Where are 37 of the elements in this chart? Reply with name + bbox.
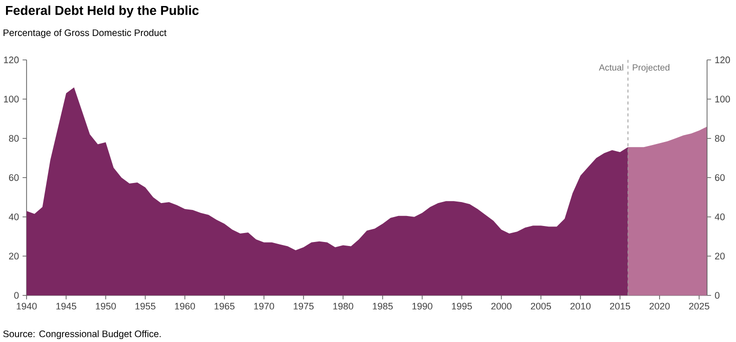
annotation: Projected bbox=[632, 64, 670, 72]
x-tick-label: 1965 bbox=[214, 302, 235, 310]
x-tick-label: 1990 bbox=[412, 302, 432, 310]
x-tick-label: 2005 bbox=[530, 302, 552, 310]
y2-tick-label: 40 bbox=[714, 213, 725, 220]
x-tick-label: 1955 bbox=[135, 302, 156, 310]
y2-tick-label: 60 bbox=[715, 174, 725, 181]
y2-tick-label: 20 bbox=[715, 252, 725, 260]
x-tick-label: 1980 bbox=[333, 302, 354, 310]
chart-title: Federal Debt Held by the Public bbox=[6, 5, 199, 18]
x-tick-label: 1970 bbox=[254, 302, 274, 310]
y2-tick-label: 120 bbox=[715, 56, 730, 64]
y-tick-label: 100 bbox=[4, 96, 19, 102]
y-tick-label: 20 bbox=[9, 252, 19, 260]
annotation: Actual bbox=[598, 64, 624, 71]
source-note: Source: Congressional Budget Office. bbox=[3, 330, 161, 339]
x-tick-label: 1960 bbox=[175, 302, 195, 310]
x-tick-label: 2010 bbox=[570, 302, 591, 310]
x-tick-label: 2015 bbox=[610, 302, 630, 310]
x-tick-label: 1945 bbox=[56, 302, 76, 310]
x-tick-label: 1995 bbox=[452, 302, 472, 310]
y-tick-label: 60 bbox=[9, 174, 19, 181]
x-tick-label: 1985 bbox=[372, 302, 393, 310]
x-tick-label: 2020 bbox=[650, 302, 670, 310]
y-tick-label: 120 bbox=[4, 56, 19, 64]
x-tick-label: 1940 bbox=[16, 302, 37, 310]
x-tick-label: 2025 bbox=[689, 302, 710, 310]
y2-tick-label: 100 bbox=[715, 96, 730, 102]
y-tick-label: 80 bbox=[8, 134, 19, 142]
y-axis-title: Percentage of Gross Domestic Product bbox=[4, 29, 167, 38]
x-tick-label: 1975 bbox=[294, 302, 314, 310]
x-tick-label: 1950 bbox=[96, 302, 116, 310]
y-tick-label: 0 bbox=[14, 292, 19, 299]
y-tick-label: 40 bbox=[8, 213, 19, 220]
y2-tick-label: 80 bbox=[714, 134, 725, 142]
x-tick-label: 2000 bbox=[491, 302, 512, 310]
y2-tick-label: 0 bbox=[714, 292, 720, 299]
